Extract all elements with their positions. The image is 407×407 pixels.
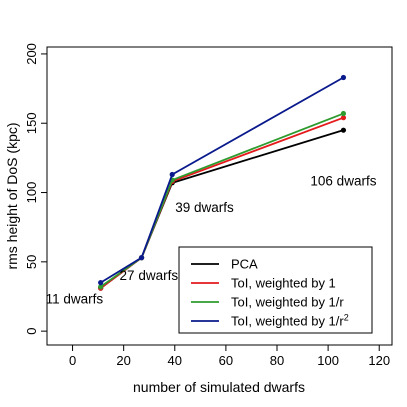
x-tick-label: 60 (219, 353, 233, 368)
annotation-label: 106 dwarfs (310, 174, 376, 189)
series-line (100, 112, 344, 288)
data-point (340, 127, 347, 133)
y-tick-label: 200 (24, 43, 39, 65)
data-point (98, 284, 104, 290)
x-tick-label: 100 (317, 353, 339, 368)
data-point (340, 74, 347, 81)
legend-label: ToI, weighted by 1/r (231, 295, 344, 310)
y-tick-label: 150 (24, 112, 39, 134)
series-line (100, 76, 344, 284)
legend-label: ToI, weighted by 1/r2 (231, 313, 349, 329)
x-tick-label: 40 (168, 353, 182, 368)
legend-label: ToI, weighted by 1 (231, 276, 336, 291)
legend: PCA ToI, weighted by 1 ToI, weighted by 1/… (178, 246, 373, 334)
legend-label: PCA (231, 257, 258, 272)
plot-box (46, 46, 393, 346)
x-tick-label: 20 (116, 353, 130, 368)
x-tick-label: 0 (69, 353, 76, 368)
annotation-label: 11 dwarfs (46, 291, 104, 306)
data-point (340, 115, 347, 121)
x-tick-label: 120 (368, 353, 390, 368)
annotation-label: 27 dwarfs (120, 268, 179, 283)
x-axis-label: number of simulated dwarfs (133, 379, 305, 395)
data-point (138, 255, 145, 261)
y-axis-label: rms height of DoS (kpc) (4, 122, 20, 269)
y-axis: 0 50 100 150 200 (24, 43, 47, 335)
x-tick-label: 80 (270, 353, 284, 368)
series-lines (98, 74, 347, 291)
y-tick-label: 50 (24, 255, 39, 269)
y-tick-label: 100 (24, 182, 39, 204)
data-point (98, 280, 104, 286)
annotation-label: 39 dwarfs (175, 200, 234, 215)
x-axis: 0 20 40 60 80 100 120 (69, 345, 390, 368)
y-tick-label: 0 (24, 328, 39, 335)
legend-box (178, 246, 373, 334)
data-point (340, 110, 347, 117)
annotations: 11 dwarfs 27 dwarfs 39 dwarfs 106 dwarfs (46, 174, 377, 307)
data-point (169, 171, 175, 178)
